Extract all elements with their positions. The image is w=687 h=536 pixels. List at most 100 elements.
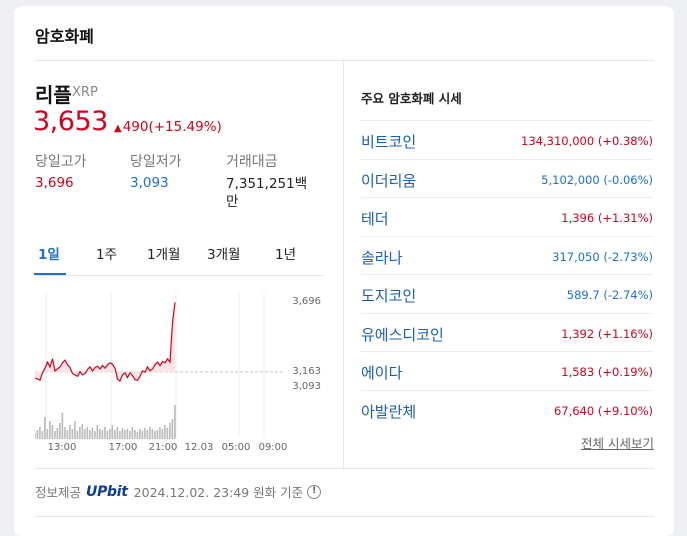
coin-link[interactable]: 도지코인: [361, 287, 417, 305]
volume-bar: [35, 433, 36, 439]
stat-label: 거래대금: [226, 154, 278, 170]
divider: [35, 468, 654, 469]
coin-price: 134,310,000 (+0.38%): [521, 134, 653, 148]
row-cardano[interactable]: 에이다 1,583 (+0.19%): [361, 351, 653, 389]
coin-link[interactable]: 아발란체: [361, 402, 417, 421]
coin-price: 589.7 (-2.74%): [566, 288, 653, 302]
volume-bar: [166, 428, 169, 439]
tab-3m[interactable]: 3개월: [207, 247, 241, 263]
volume-bar: [44, 417, 46, 439]
stat-low: 당일저가 3,093: [130, 151, 182, 191]
y-tick-label: 3,163: [292, 366, 321, 377]
timestamp: 2024.12.02. 23:49 원화 기준: [133, 485, 304, 500]
row-dogecoin[interactable]: 도지코인 589.7 (-2.74%): [361, 274, 653, 312]
active-tab-indicator: [34, 273, 66, 275]
volume-bar: [91, 428, 94, 439]
price-area: [35, 302, 175, 381]
volume-bar: [64, 427, 66, 439]
volume-bar: [116, 427, 119, 439]
volume-bar: [126, 429, 129, 439]
volume-bar: [141, 431, 144, 439]
volume-bar: [101, 430, 104, 439]
coin-price: 317,050 (-2.73%): [552, 249, 653, 264]
volume-bar: [104, 427, 106, 439]
footer: 정보제공 UPbit 2024.12.02. 23:49 원화 기준 !: [35, 482, 322, 501]
volume-bar: [81, 424, 84, 439]
x-tick-label: 13:00: [48, 442, 77, 453]
volume-bar: [79, 427, 81, 439]
coin-link[interactable]: 비트코인: [361, 133, 417, 151]
card-title: 암호화폐: [35, 27, 94, 46]
row-ethereum[interactable]: 이더리움 5,102,000 (-0.06%): [361, 158, 653, 197]
volume-bar: [119, 431, 121, 439]
volume-bar: [56, 428, 59, 439]
volume-bar: [59, 423, 61, 439]
view-all-link[interactable]: 전체 시세보기: [581, 436, 654, 451]
tab-1w[interactable]: 1주: [96, 247, 118, 263]
stat-value: 3,696: [35, 175, 74, 191]
crypto-card: 암호화폐 리플 XRP 3,653 ▲490(+15.49%) 당일고가 3,6…: [14, 6, 674, 536]
coin-link[interactable]: 에이다: [361, 364, 403, 382]
volume-bar: [169, 423, 171, 439]
coin-price: 1,583 (+0.19%): [561, 365, 653, 379]
tab-1d[interactable]: 1일: [38, 247, 60, 263]
coin-price: 1,396 (+1.31%): [561, 211, 653, 225]
stat-label: 당일저가: [130, 154, 182, 170]
row-avalanche[interactable]: 아발란체 67,640 (+9.10%): [361, 389, 653, 428]
coin-link[interactable]: 솔라나: [361, 248, 403, 267]
volume-bar: [96, 425, 99, 439]
volume-bar: [136, 432, 139, 439]
coin-price: 1,392 (+1.16%): [561, 326, 653, 341]
x-tick-label: 12.03: [185, 442, 214, 453]
volume-bar: [106, 431, 109, 439]
tab-1y[interactable]: 1년: [275, 247, 297, 263]
row-solana[interactable]: 솔라나 317,050 (-2.73%): [361, 235, 653, 274]
volume-bar: [69, 425, 71, 439]
volume-bar: [144, 428, 146, 439]
volume-bar: [174, 405, 176, 439]
coin-link[interactable]: 테더: [361, 210, 389, 228]
row-usdc[interactable]: 유에스디코인 1,392 (+1.16%): [361, 312, 653, 351]
volume-bar: [76, 431, 79, 439]
stat-label: 당일고가: [35, 154, 87, 170]
volume-bar: [41, 431, 44, 439]
coin-link[interactable]: 이더리움: [361, 171, 417, 190]
coin-link[interactable]: 유에스디코인: [361, 325, 444, 344]
volume-bar: [49, 421, 51, 439]
list-title: 주요 암호화폐 시세: [361, 91, 462, 106]
tabs-divider: [35, 275, 323, 276]
row-tether[interactable]: 테더 1,396 (+1.31%): [361, 197, 653, 235]
volume-bar: [164, 425, 166, 439]
x-tick-label: 21:00: [149, 442, 178, 453]
volume-bar: [61, 413, 64, 439]
info-icon[interactable]: !: [307, 484, 322, 499]
volume-bar: [124, 430, 126, 439]
x-tick-label: 17:00: [109, 442, 138, 453]
x-tick-label: 09:00: [259, 442, 288, 453]
volume-bar: [94, 431, 96, 439]
row-bitcoin[interactable]: 비트코인 134,310,000 (+0.38%): [361, 120, 653, 158]
volume-bar: [74, 421, 76, 439]
volume-bar: [109, 429, 111, 439]
volume-bar: [149, 427, 151, 439]
volume-bar: [121, 428, 124, 439]
price-change: ▲490(+15.49%): [114, 119, 222, 135]
volume-bar: [86, 427, 89, 439]
volume-bar: [114, 430, 116, 439]
tab-1m[interactable]: 1개월: [147, 247, 181, 263]
current-price: 3,653: [33, 106, 108, 137]
upbit-logo: UPbit: [86, 483, 128, 500]
volume-bar: [161, 429, 164, 439]
coin-symbol: XRP: [72, 85, 98, 100]
volume-bar: [54, 431, 56, 439]
up-arrow-icon: ▲: [114, 123, 122, 134]
stat-value: 3,093: [130, 175, 169, 191]
volume-bar: [129, 431, 131, 439]
volume-bar: [159, 427, 161, 439]
volume-bar: [84, 429, 86, 439]
x-tick-label: 05:00: [222, 442, 251, 453]
volume-bar: [99, 429, 101, 439]
volume-bar: [51, 425, 54, 439]
stat-volume: 거래대금 7,351,251백만: [226, 151, 314, 211]
volume-bar: [36, 430, 39, 439]
